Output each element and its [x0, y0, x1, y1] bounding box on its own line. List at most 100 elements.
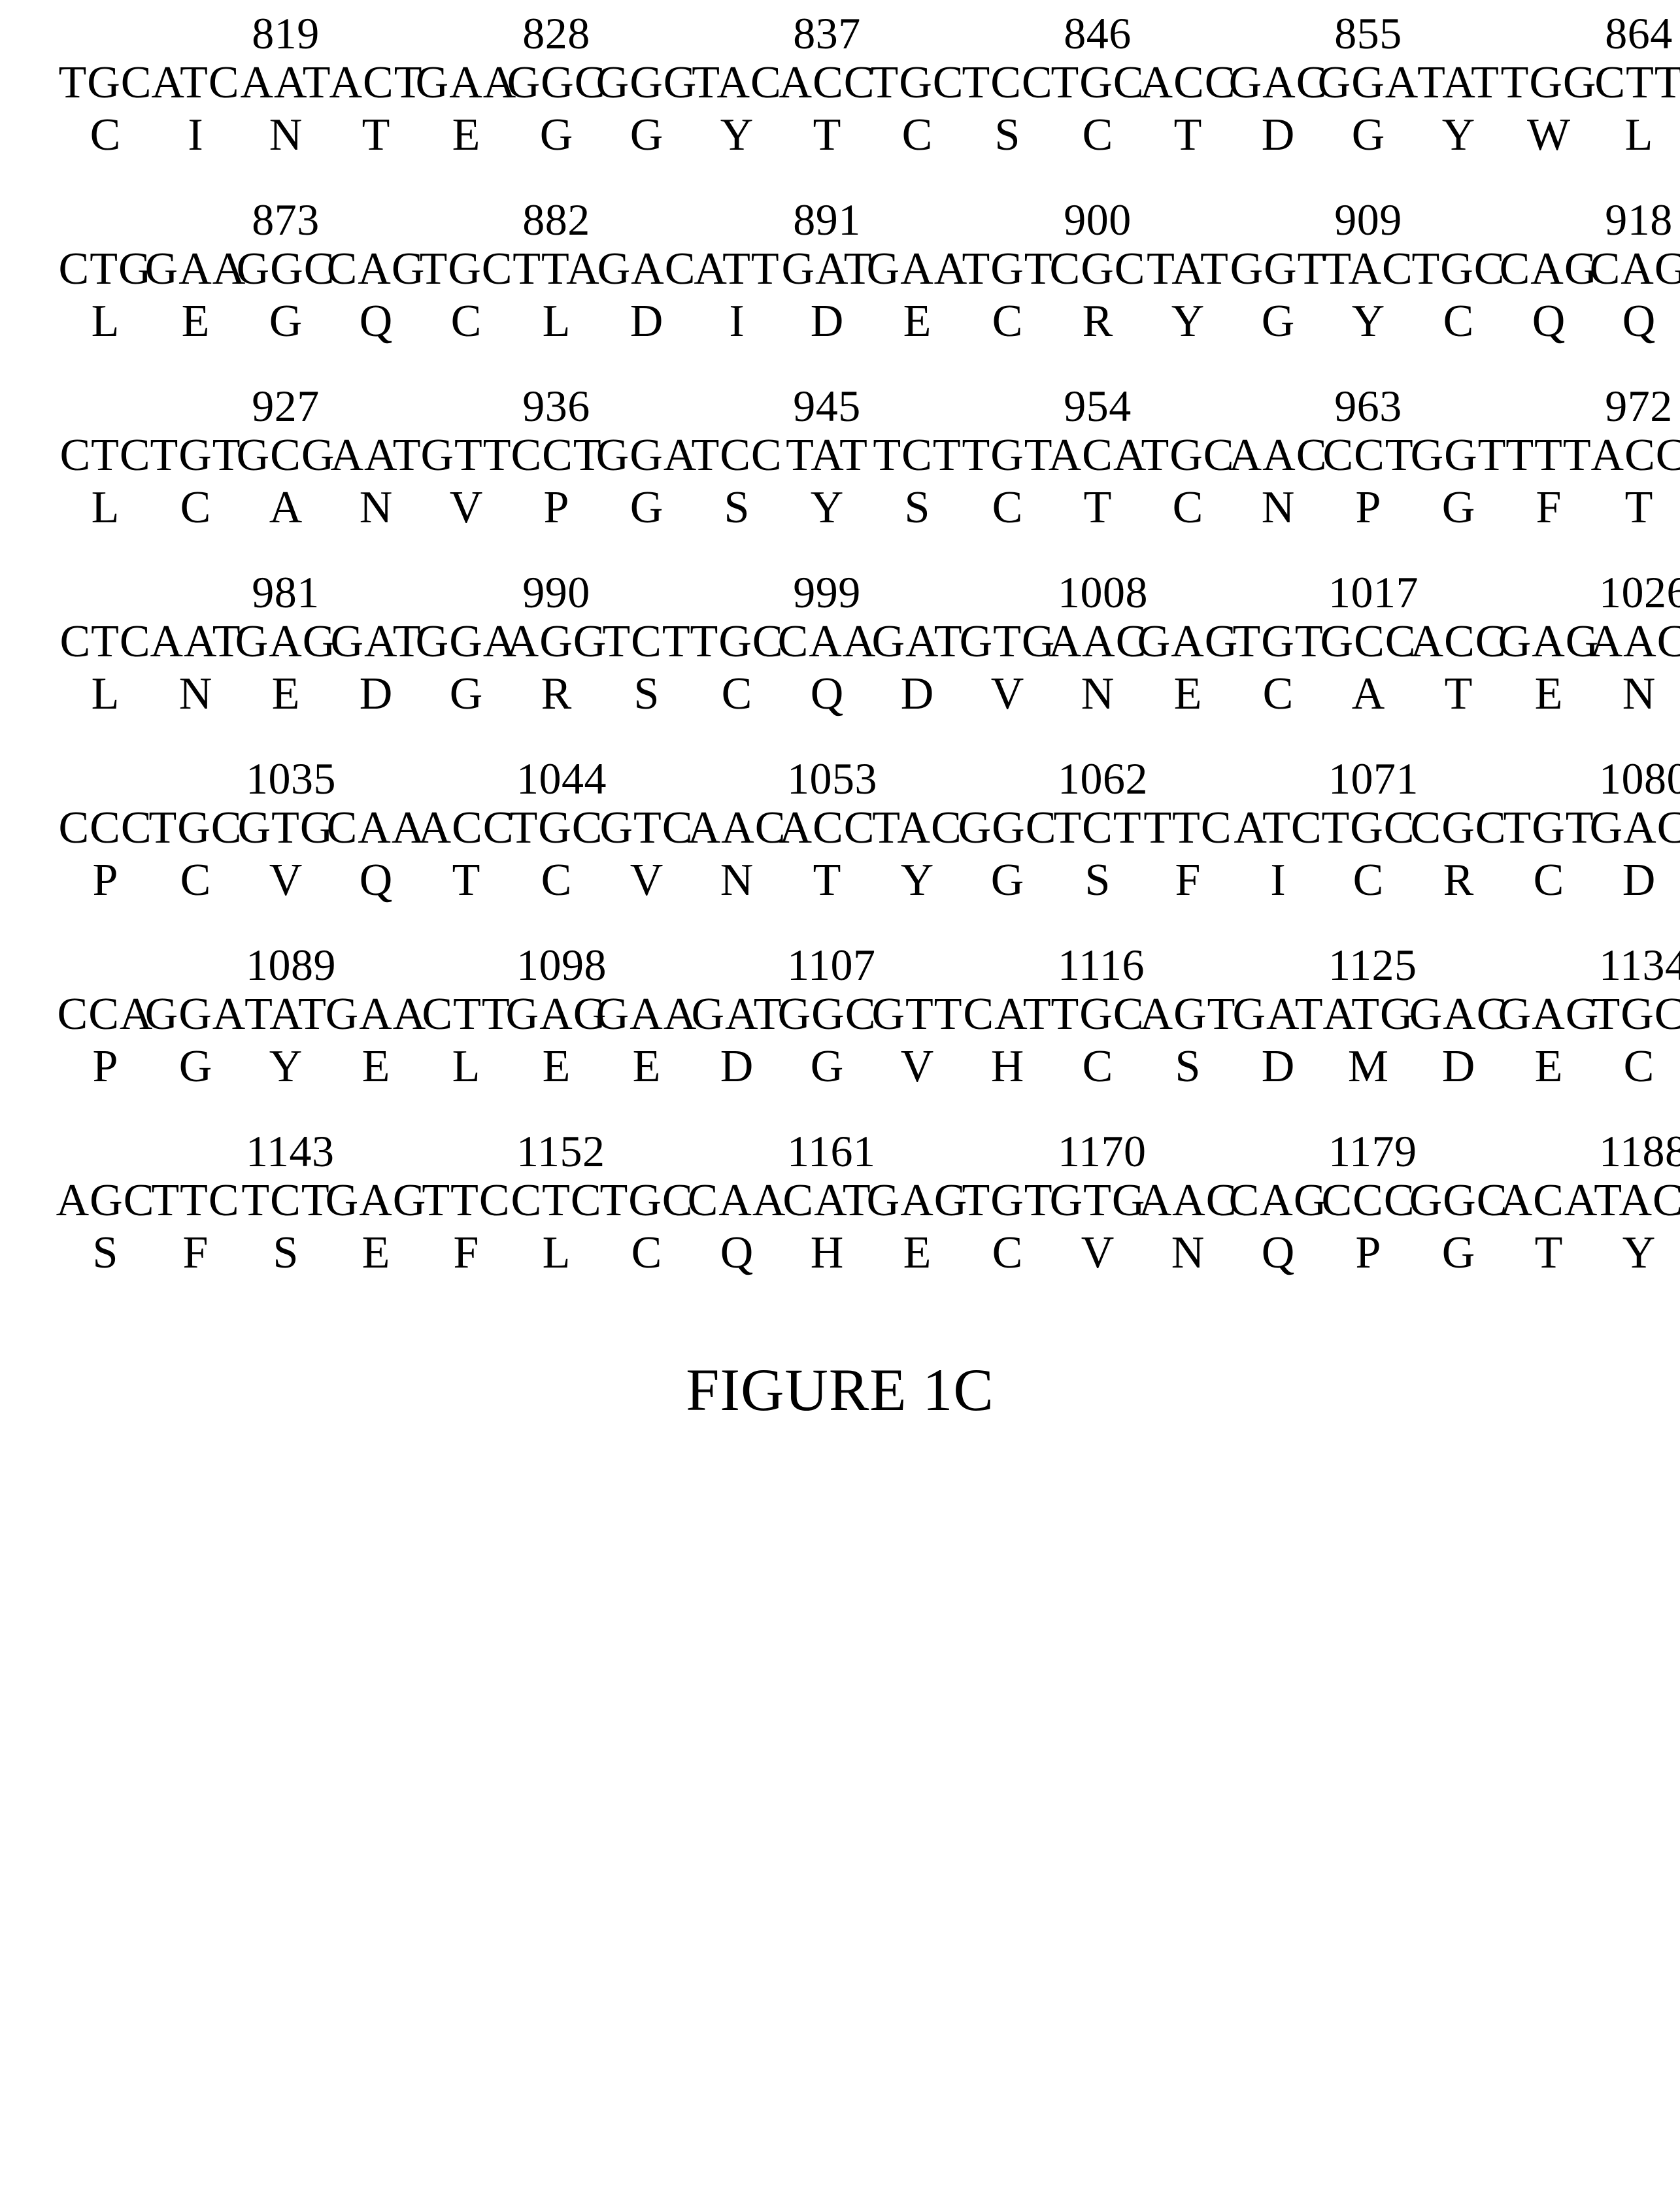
amino-acid: C: [722, 670, 752, 718]
codon-triplet: GAC: [597, 245, 696, 294]
amino-acid: I: [1270, 856, 1285, 905]
codon-triplet: GGC: [1409, 1177, 1508, 1225]
codon-column: ACTT: [336, 59, 416, 159]
codon-triplet: GAT: [330, 618, 421, 666]
amino-acid: E: [633, 1043, 661, 1091]
amino-acid: Q: [811, 670, 844, 718]
codon-triplet: TCC: [962, 59, 1052, 107]
position-label: 1143: [246, 1126, 326, 1177]
codon-triplet: GAG: [1498, 990, 1600, 1039]
amino-acid: M: [1348, 1043, 1388, 1091]
position-label: 1161: [787, 1126, 867, 1177]
amino-acid: E: [1535, 670, 1563, 718]
codon-triplet: AAT: [240, 59, 331, 107]
codon-triplet: TGC: [1592, 990, 1680, 1039]
codon-column: CTGL: [65, 245, 145, 345]
position-label: 999: [787, 567, 867, 618]
codon-triplet: TGT: [1503, 804, 1594, 852]
amino-acid: V: [269, 856, 303, 905]
amino-acid: S: [1085, 856, 1111, 905]
codon-triplet: GTG: [960, 618, 1056, 666]
codon-column: GACD: [1419, 990, 1498, 1090]
codon-column: TGCC: [1419, 245, 1498, 345]
codon-triplet: CCA: [58, 990, 154, 1039]
codon-triplet: GTT: [420, 431, 511, 480]
amino-acid: G: [991, 856, 1024, 905]
amino-acid: V: [991, 670, 1024, 718]
codon-column: GATD: [697, 990, 777, 1090]
position-label: 819: [246, 8, 326, 59]
codon-column: TTCF: [1148, 804, 1228, 904]
codon-column: 828GGCG: [516, 59, 596, 159]
amino-acid: H: [811, 1229, 844, 1277]
codon-column: TCCS: [697, 431, 777, 531]
codon-column: 999CAAQ: [787, 618, 867, 718]
amino-acid: S: [995, 111, 1020, 160]
codon-column: ATTI: [697, 245, 777, 345]
codon-triplet: CCT: [511, 431, 601, 480]
amino-acid: P: [93, 1043, 118, 1091]
codon-column: CTTL: [426, 990, 506, 1090]
sequence-block: TGCCATCI819AATNACTTGAAE828GGCGGGGGTACY83…: [65, 59, 1615, 159]
amino-acid: Y: [1171, 297, 1205, 346]
amino-acid: S: [634, 670, 660, 718]
position-label: 1044: [516, 753, 596, 805]
position-label: 837: [787, 8, 867, 59]
codon-triplet: TGT: [962, 1177, 1052, 1225]
amino-acid: T: [1084, 484, 1112, 532]
codon-triplet: CGC: [1050, 245, 1146, 294]
amino-acid: A: [269, 484, 303, 532]
amino-acid: E: [903, 297, 932, 346]
codon-column: GGTG: [1419, 431, 1498, 531]
sequence-block: CTCLTGTC927GCGAAATNGTTV936CCTPGGAGTCCS94…: [65, 431, 1615, 531]
amino-acid: D: [360, 670, 393, 718]
amino-acid: C: [1443, 297, 1474, 346]
position-label: 855: [1328, 8, 1408, 59]
amino-acid: E: [903, 1229, 932, 1277]
amino-acid: Y: [1622, 1229, 1656, 1277]
codon-triplet: CAG: [1590, 245, 1680, 294]
position-label: 828: [516, 8, 596, 59]
codon-triplet: TCT: [873, 431, 961, 480]
codon-column: TGTC: [1238, 618, 1318, 718]
amino-acid: L: [1625, 111, 1653, 160]
codon-column: GAGE: [336, 1177, 416, 1277]
amino-acid: V: [1081, 1229, 1115, 1277]
codon-triplet: ACC: [1411, 618, 1507, 666]
codon-triplet: TAT: [786, 431, 868, 480]
position-label: 1116: [1058, 939, 1137, 991]
codon-triplet: GGA: [1318, 59, 1419, 107]
codon-triplet: ACC: [418, 804, 514, 852]
codon-column: TGTC: [967, 431, 1047, 531]
position-label: 918: [1599, 194, 1679, 246]
amino-acid: D: [1262, 1043, 1295, 1091]
codon-triplet: CCT: [1322, 431, 1413, 480]
codon-column: GAGE: [1509, 990, 1588, 1090]
codon-column: GTTV: [877, 990, 957, 1090]
codon-triplet: TCT: [241, 1177, 329, 1225]
codon-triplet: GAG: [506, 990, 607, 1039]
codon-column: GTTV: [426, 431, 506, 531]
codon-column: GAAE: [426, 59, 506, 159]
codon-column: 837ACCT: [787, 59, 867, 159]
codon-triplet: GCG: [237, 431, 335, 480]
amino-acid: G: [1352, 111, 1385, 160]
codon-column: GGCG: [967, 804, 1047, 904]
amino-acid: N: [1622, 670, 1656, 718]
codon-column: AACN: [697, 804, 777, 904]
codon-triplet: TGC: [1051, 990, 1145, 1039]
position-label: 1026: [1599, 567, 1679, 618]
amino-acid: T: [1535, 1229, 1563, 1277]
codon-column: CCAP: [65, 990, 145, 1090]
codon-column: 1170GTGV: [1058, 1177, 1137, 1277]
amino-acid: D: [1262, 111, 1295, 160]
amino-acid: C: [180, 484, 211, 532]
position-label: 864: [1599, 8, 1679, 59]
amino-acid: Q: [1622, 297, 1656, 346]
position-label: 927: [246, 380, 326, 432]
codon-column: TGTC: [1509, 804, 1588, 904]
amino-acid: R: [541, 670, 572, 718]
codon-column: 1035GTGV: [246, 804, 326, 904]
codon-triplet: TGG: [1501, 59, 1597, 107]
codon-column: 1179CCCP: [1328, 1177, 1408, 1277]
